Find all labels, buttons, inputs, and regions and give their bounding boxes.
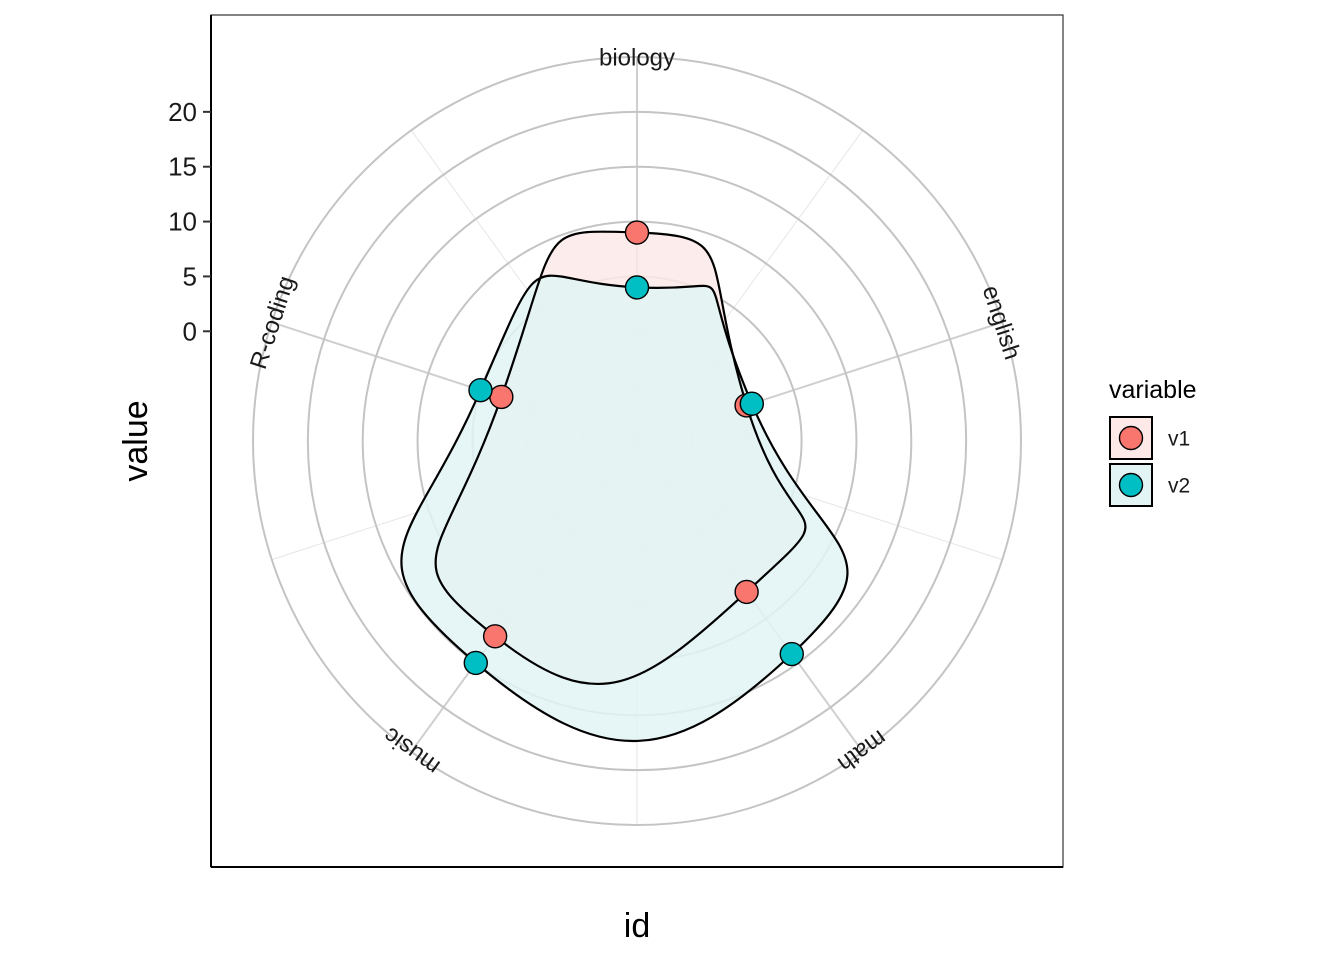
outline-v1 xyxy=(434,230,807,685)
legend-label-v1: v1 xyxy=(1168,428,1190,451)
y-tick-label: 5 xyxy=(183,261,197,291)
grid-ring xyxy=(252,56,1022,826)
x-axis-title: id xyxy=(624,907,650,945)
point-v2-music xyxy=(463,650,488,676)
point-v2-english xyxy=(739,391,764,416)
legend: variable v1 v2 xyxy=(1109,376,1197,507)
y-tick-label: 15 xyxy=(168,152,197,182)
category-label-english: english xyxy=(977,282,1026,363)
point-layer xyxy=(463,220,804,676)
area-v2 xyxy=(401,275,848,742)
legend-title: variable xyxy=(1109,376,1197,404)
category-label-math: math xyxy=(833,724,892,777)
point-v2-math xyxy=(779,641,804,667)
y-axis-title: value xyxy=(117,400,155,481)
category-label-biology: biology xyxy=(599,45,675,72)
y-tick-label: 20 xyxy=(168,97,197,127)
point-v1-math xyxy=(734,579,759,605)
grid-ring xyxy=(306,110,968,772)
legend-keys: v1 v2 xyxy=(1109,416,1190,507)
outline-v2 xyxy=(400,274,849,743)
category-label-music: music xyxy=(379,722,446,781)
y-tick-label: 10 xyxy=(168,207,197,237)
y-axis: 0 5 10 15 20 xyxy=(168,15,1063,868)
legend-label-v2: v2 xyxy=(1168,475,1190,498)
point-v1-music xyxy=(482,624,508,649)
legend-key-point-v1 xyxy=(1118,425,1144,451)
area-layer xyxy=(400,230,849,743)
legend-key-point-v2 xyxy=(1118,472,1144,498)
point-v1-R-coding xyxy=(489,384,514,410)
point-v1-biology xyxy=(624,220,650,245)
y-tick-label: 0 xyxy=(183,316,197,346)
point-v2-R-coding xyxy=(468,377,493,403)
point-v2-biology xyxy=(624,275,650,300)
category-label-R-coding: R-coding xyxy=(245,273,300,373)
